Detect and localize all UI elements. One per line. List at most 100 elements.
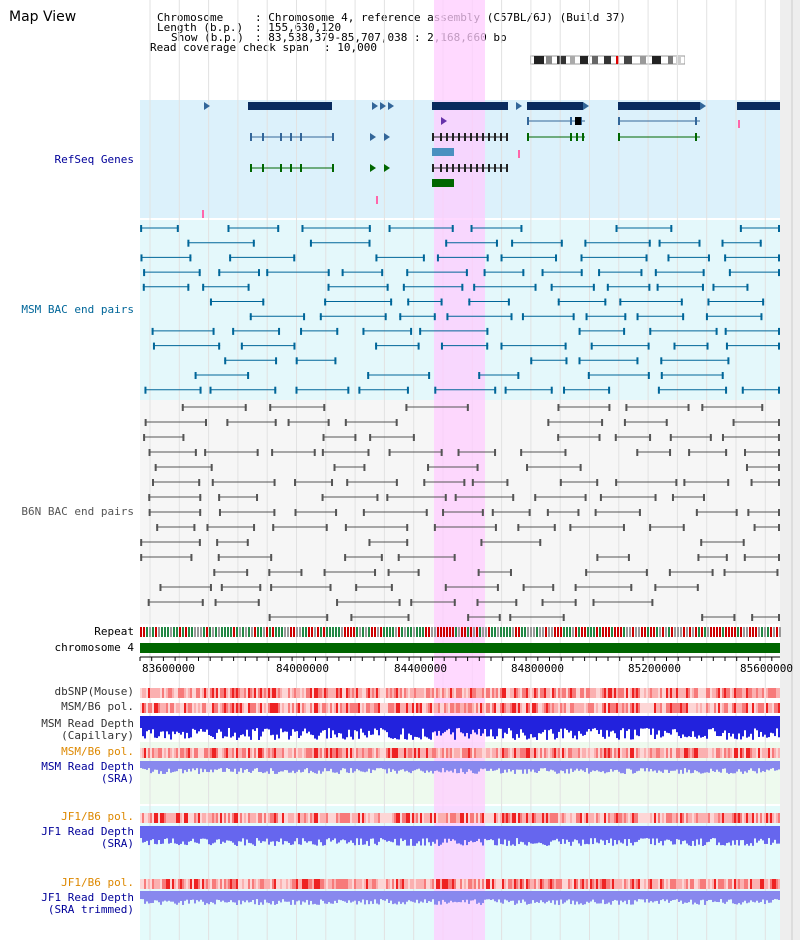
depth-bar	[418, 761, 420, 769]
chromosome-ideogram[interactable]	[529, 51, 686, 65]
polymorphism-cell	[484, 688, 486, 698]
b6n-bac-pair-end	[147, 599, 150, 606]
depth-bar	[492, 761, 494, 771]
polymorphism-cell	[758, 879, 760, 889]
depth-bar	[370, 761, 372, 774]
polymorphism-cell	[438, 748, 440, 758]
repeat-mark	[770, 627, 772, 637]
polymorphism-cell	[664, 748, 666, 758]
depth-bar	[644, 761, 646, 772]
msm-bac-pair-end	[778, 386, 780, 394]
track-label-dbsnp[interactable]: dbSNP(Mouse)	[54, 685, 134, 698]
polymorphism-cell	[186, 879, 188, 889]
polymorphism-cell	[700, 703, 702, 713]
repeat-mark	[464, 627, 466, 637]
polymorphism-cell	[726, 748, 728, 758]
polymorphism-cell	[772, 879, 774, 889]
track-label-jf1-depth-trimmed-1[interactable]: JF1 Read Depth	[41, 891, 134, 904]
depth-bar	[396, 761, 398, 774]
polymorphism-cell	[290, 703, 292, 713]
b6n-bac-pair-end	[273, 479, 276, 486]
depth-bar	[754, 716, 756, 729]
depth-bar	[166, 761, 168, 772]
polymorphism-cell	[334, 748, 336, 758]
polymorphism-cell	[320, 748, 322, 758]
repeat-mark	[296, 627, 298, 637]
polymorphism-cell	[172, 703, 174, 713]
depth-bar	[660, 891, 662, 901]
depth-bar	[436, 826, 438, 840]
depth-bar	[308, 716, 310, 732]
track-label-jf1-depth-sra-1[interactable]: JF1 Read Depth	[41, 825, 134, 838]
polymorphism-cell	[322, 879, 324, 889]
polymorphism-cell	[746, 748, 748, 758]
b6n-bac-track[interactable]	[140, 404, 780, 621]
depth-bar	[444, 891, 446, 902]
refseq-track[interactable]	[202, 102, 780, 218]
repeat-mark	[503, 627, 505, 637]
polymorphism-cell	[254, 879, 256, 889]
polymorphism-tracks[interactable]	[140, 688, 780, 889]
track-label-msm-b6-pol-1[interactable]: MSM/B6 pol.	[61, 700, 134, 713]
depth-bar	[600, 716, 602, 730]
repeat-mark	[701, 627, 703, 637]
depth-bar	[596, 826, 598, 843]
track-label-refseq[interactable]: RefSeq Genes	[54, 153, 134, 166]
read-depth-tracks[interactable]	[140, 716, 780, 905]
track-label-msm-depth-capillary-1[interactable]: MSM Read Depth	[41, 717, 134, 730]
track-label-msm-bac[interactable]: MSM BAC end pairs	[21, 303, 134, 316]
b6n-bac-pair-end	[733, 614, 736, 621]
depth-bar	[282, 716, 284, 733]
polymorphism-cell	[306, 748, 308, 758]
depth-bar	[546, 826, 548, 846]
gene-arrow	[384, 164, 390, 172]
track-label-jf1-b6-pol-2[interactable]: JF1/B6 pol.	[61, 876, 134, 889]
polymorphism-cell	[490, 813, 492, 823]
polymorphism-cell	[190, 703, 192, 713]
track-label-msm-b6-pol-2[interactable]: MSM/B6 pol.	[61, 745, 134, 758]
depth-bar	[366, 826, 368, 842]
polymorphism-cell	[544, 748, 546, 758]
polymorphism-cell	[692, 879, 694, 889]
depth-bar	[490, 761, 492, 769]
track-label-msm-depth-sra-1[interactable]: MSM Read Depth	[41, 760, 134, 773]
msm-bac-pair-end	[565, 357, 568, 365]
depth-bar	[470, 761, 472, 771]
depth-bar	[450, 716, 452, 735]
depth-bar	[498, 761, 500, 769]
depth-bar	[606, 826, 608, 840]
depth-bar	[240, 826, 242, 842]
depth-bar	[154, 826, 156, 844]
polymorphism-cell	[428, 813, 430, 823]
polymorphism-cell	[240, 703, 242, 713]
msm-bac-track[interactable]	[140, 225, 780, 394]
depth-bar	[518, 826, 520, 845]
depth-bar	[294, 891, 296, 905]
msm-bac-pair-end	[578, 327, 581, 335]
depth-bar	[616, 716, 618, 739]
polymorphism-cell	[318, 748, 320, 758]
polymorphism-cell	[398, 748, 400, 758]
polymorphism-cell	[506, 688, 508, 698]
depth-bar	[252, 716, 254, 730]
polymorphism-cell	[338, 748, 340, 758]
depth-bar	[562, 826, 564, 840]
depth-bar	[688, 716, 690, 737]
depth-bar	[140, 826, 142, 839]
depth-bar	[220, 761, 222, 769]
polymorphism-cell	[424, 879, 426, 889]
polymorphism-cell	[168, 879, 170, 889]
track-label-b6n-bac[interactable]: B6N BAC end pairs	[21, 505, 134, 518]
depth-bar	[458, 826, 460, 844]
msm-bac-pair-end	[701, 283, 704, 291]
repeat-track[interactable]	[140, 627, 781, 637]
polymorphism-cell	[230, 688, 232, 698]
track-label-repeat[interactable]: Repeat	[94, 625, 134, 638]
track-label-jf1-b6-pol-1[interactable]: JF1/B6 pol.	[61, 810, 134, 823]
polymorphism-cell	[196, 748, 198, 758]
b6n-bac-pair-end	[627, 554, 630, 561]
msm-bac-pair-end	[274, 386, 277, 394]
gene-block	[432, 148, 454, 156]
polymorphism-cell	[500, 748, 502, 758]
depth-bar	[732, 891, 734, 904]
